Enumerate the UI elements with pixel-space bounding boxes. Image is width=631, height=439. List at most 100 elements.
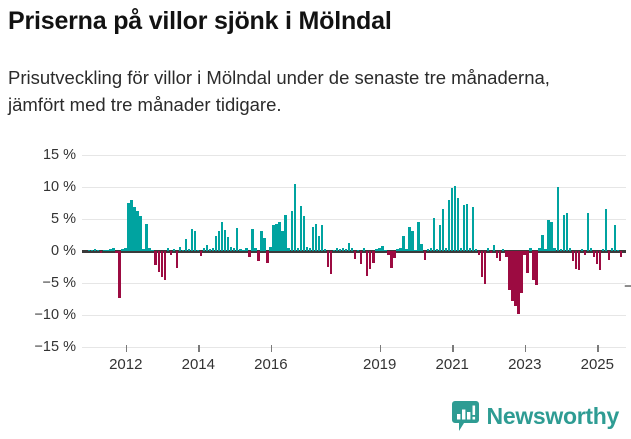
bar bbox=[187, 249, 191, 251]
x-axis-tick bbox=[125, 345, 128, 352]
bar bbox=[535, 251, 538, 285]
bar bbox=[438, 224, 441, 251]
bar bbox=[272, 225, 275, 251]
bar bbox=[450, 188, 454, 251]
bar bbox=[214, 235, 218, 251]
bar bbox=[91, 249, 94, 251]
bar bbox=[405, 249, 408, 251]
gridline bbox=[82, 187, 626, 188]
bar bbox=[468, 248, 472, 251]
bar bbox=[613, 224, 617, 251]
bar bbox=[595, 251, 599, 264]
bar bbox=[293, 184, 296, 251]
bar bbox=[360, 251, 363, 265]
bar bbox=[447, 200, 451, 251]
bar bbox=[178, 247, 182, 251]
bar bbox=[242, 249, 245, 251]
bar bbox=[372, 251, 375, 264]
bar bbox=[317, 236, 321, 251]
bar bbox=[610, 247, 614, 251]
bar bbox=[544, 249, 547, 251]
bar bbox=[290, 210, 293, 251]
x-axis-tick bbox=[524, 345, 527, 352]
bar bbox=[227, 236, 230, 251]
bar bbox=[514, 251, 517, 307]
bar bbox=[483, 251, 487, 285]
bar bbox=[196, 249, 200, 251]
bar bbox=[444, 248, 448, 251]
bar bbox=[106, 249, 109, 251]
bar bbox=[480, 251, 484, 278]
bar bbox=[411, 230, 414, 251]
bar bbox=[607, 251, 611, 260]
bar bbox=[486, 248, 490, 251]
bar bbox=[329, 251, 333, 275]
y-axis-tick-label: −5 % bbox=[42, 275, 76, 291]
bar bbox=[193, 230, 197, 251]
y-axis-tick-label: 0 % bbox=[51, 243, 76, 259]
bar bbox=[381, 245, 384, 251]
bar bbox=[166, 248, 169, 251]
bar bbox=[335, 248, 339, 251]
bar bbox=[115, 251, 118, 253]
bar bbox=[287, 247, 290, 251]
bar bbox=[523, 251, 526, 255]
bar bbox=[390, 251, 393, 268]
y-axis-tick-label: −15 % bbox=[34, 339, 76, 355]
gridline bbox=[82, 283, 626, 284]
bar bbox=[414, 249, 417, 251]
bar bbox=[344, 249, 348, 251]
bar bbox=[604, 208, 608, 251]
bar bbox=[172, 249, 176, 251]
x-axis: 2012 2014 2016 2019 2021 2023 2025 bbox=[82, 345, 626, 390]
bar bbox=[127, 203, 130, 251]
bar bbox=[97, 249, 100, 251]
bar bbox=[541, 235, 544, 251]
bar bbox=[341, 247, 345, 251]
bar bbox=[517, 251, 520, 314]
bar bbox=[553, 248, 556, 251]
bar bbox=[616, 249, 620, 251]
bar bbox=[130, 199, 133, 251]
bar bbox=[133, 207, 136, 251]
bar bbox=[338, 249, 342, 251]
bar bbox=[366, 251, 369, 276]
bar bbox=[323, 249, 327, 251]
bar bbox=[308, 248, 312, 251]
bar bbox=[568, 248, 571, 251]
bar bbox=[157, 251, 160, 273]
bar bbox=[505, 251, 508, 257]
x-axis-tick-label: 2014 bbox=[181, 356, 215, 373]
bar bbox=[148, 247, 151, 251]
bar bbox=[305, 247, 309, 251]
bar bbox=[266, 251, 269, 264]
bar bbox=[408, 227, 411, 251]
bar bbox=[502, 249, 505, 251]
bar bbox=[145, 224, 148, 251]
y-axis: 15 % 10 % 5 % 0 % −5 % −10 % −15 % bbox=[0, 140, 76, 355]
bar bbox=[432, 217, 435, 251]
bar bbox=[357, 249, 360, 251]
x-axis-tick-label: 2012 bbox=[109, 356, 143, 373]
bar bbox=[601, 249, 605, 251]
x-axis-tick bbox=[198, 345, 200, 352]
bar bbox=[208, 249, 212, 251]
x-axis-tick bbox=[379, 345, 382, 352]
bars-layer bbox=[88, 140, 623, 355]
bar bbox=[474, 249, 478, 251]
bar bbox=[562, 214, 565, 251]
bar bbox=[320, 225, 324, 251]
gridline bbox=[82, 219, 626, 220]
bar bbox=[190, 229, 194, 251]
bar bbox=[369, 251, 372, 269]
bar bbox=[353, 251, 357, 259]
bar bbox=[278, 221, 281, 251]
bar bbox=[508, 251, 511, 291]
bar bbox=[417, 221, 420, 251]
bar bbox=[181, 249, 185, 251]
bar bbox=[589, 248, 593, 251]
bar bbox=[384, 249, 387, 251]
bar bbox=[251, 229, 254, 251]
bar bbox=[245, 248, 248, 251]
